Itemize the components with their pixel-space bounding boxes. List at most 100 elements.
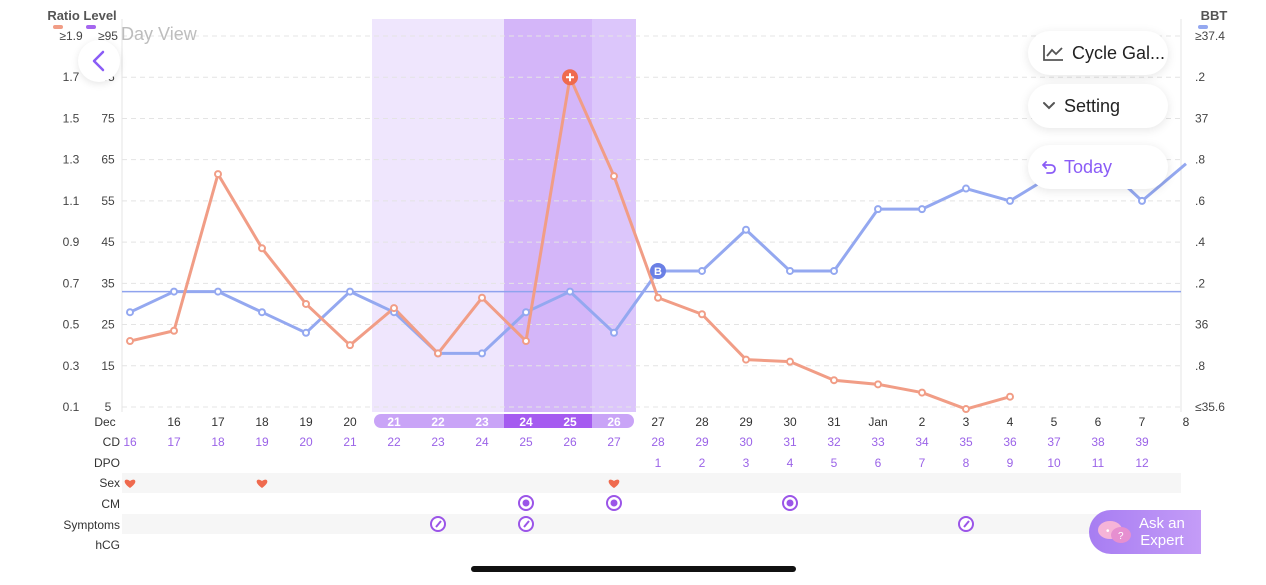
dpo-value: 10 (1047, 456, 1061, 470)
ratio-tick-label: 1.5 (63, 111, 80, 125)
row-label-cm: CM (101, 497, 120, 511)
date-label: 25 (563, 415, 577, 429)
symptom-icon-mark (523, 520, 530, 528)
ratio-point (214, 170, 222, 179)
ratio-point (874, 380, 882, 389)
ratio-point (698, 310, 706, 319)
cd-value: 37 (1047, 435, 1061, 449)
date-label: 21 (387, 415, 401, 429)
dpo-value: 5 (831, 456, 838, 470)
dpo-value: 12 (1135, 456, 1149, 470)
ratio-tick-label: 0.3 (63, 359, 80, 373)
bbt-point (830, 266, 838, 275)
svg-text:•: • (1106, 526, 1110, 537)
cd-value: 22 (387, 435, 401, 449)
setting-button[interactable]: Setting (1028, 84, 1168, 128)
cd-value: 38 (1091, 435, 1105, 449)
dpo-value: 2 (699, 456, 706, 470)
ratio-point (478, 293, 486, 302)
bbt-point (742, 225, 750, 234)
ratio-point (654, 293, 662, 302)
date-label: 26 (607, 415, 621, 429)
cd-value: 17 (167, 435, 181, 449)
bbt-tick-label: .2 (1195, 276, 1205, 290)
cd-value: 39 (1135, 435, 1149, 449)
cd-value: 28 (651, 435, 665, 449)
bbt-point (302, 328, 310, 337)
ratio-point (742, 355, 750, 364)
ratio-legend-swatch (53, 25, 63, 29)
bbt-point (698, 266, 706, 275)
bbt-point (478, 349, 486, 358)
bbt-tick-label: ≥37.4 (1195, 29, 1225, 43)
back-button[interactable] (78, 40, 120, 82)
bbt-point (346, 287, 354, 296)
cd-value: 26 (563, 435, 577, 449)
date-label: 17 (211, 415, 225, 429)
today-button[interactable]: Today (1028, 145, 1168, 189)
date-label: 20 (343, 415, 357, 429)
row-label-cd: CD (103, 435, 121, 449)
cd-value: 21 (343, 435, 357, 449)
bbt-legend-swatch (1198, 25, 1208, 29)
ratio-point (126, 337, 134, 346)
chevron-down-icon (1043, 102, 1055, 110)
ratio-point (610, 172, 618, 181)
level-legend-swatch (86, 25, 96, 29)
left-axis-title: Ratio Level (47, 8, 116, 23)
cd-value: 18 (211, 435, 225, 449)
cd-value: 35 (959, 435, 973, 449)
cd-value: 36 (1003, 435, 1017, 449)
cd-value: 19 (255, 435, 269, 449)
row-label-symptoms: Symptoms (63, 518, 120, 532)
level-tick-label: ≥95 (98, 29, 118, 43)
ratio-point (1006, 392, 1014, 401)
bbt-point (874, 205, 882, 214)
svg-text:?: ? (1118, 531, 1124, 542)
date-label: 5 (1051, 415, 1058, 429)
bbt-point (566, 287, 574, 296)
cd-value: 34 (915, 435, 929, 449)
bbt-point (170, 287, 178, 296)
day-view-label[interactable]: Day View (121, 24, 197, 44)
date-label: 7 (1139, 415, 1146, 429)
dpo-value: 6 (875, 456, 882, 470)
bbt-marker (650, 262, 666, 279)
ratio-tick-label: 1.7 (63, 70, 80, 84)
sex-row-bg (122, 473, 1181, 493)
bbt-tick-label: .8 (1195, 153, 1205, 167)
symptoms-row-bg (122, 514, 1181, 534)
ratio-tick-label: 0.1 (63, 400, 80, 414)
bbt-tick-label: .8 (1195, 359, 1205, 373)
level-tick-label: 65 (101, 153, 115, 167)
date-label: 3 (963, 415, 970, 429)
ask-expert-line1: Ask an (1139, 515, 1185, 532)
right-axis-title: BBT (1201, 8, 1228, 23)
return-icon (1042, 161, 1056, 174)
cd-value: 24 (475, 435, 489, 449)
bbt-tick-label: .6 (1195, 194, 1205, 208)
dpo-value: 11 (1092, 456, 1105, 470)
ratio-point (962, 405, 970, 414)
level-tick-label: 35 (101, 276, 115, 290)
cycle-gallery-button[interactable]: Cycle Gal... (1028, 31, 1168, 75)
bbt-tick-label: ≤35.6 (1195, 400, 1225, 414)
bbt-tick-label: .2 (1195, 70, 1205, 84)
date-label: 29 (739, 415, 753, 429)
ratio-tick-label: ≥1.9 (59, 29, 83, 43)
peak-marker-plus (566, 73, 574, 82)
ask-expert-button[interactable]: • ? Ask an Expert (1089, 510, 1201, 554)
cd-value: 32 (827, 435, 841, 449)
bbt-point (918, 205, 926, 214)
bbt-point (214, 287, 222, 296)
home-indicator (471, 566, 796, 572)
setting-label: Setting (1064, 95, 1121, 116)
bbt-point (1006, 196, 1014, 205)
row-label-hcg: hCG (95, 538, 120, 552)
ratio-point (434, 349, 442, 358)
symptom-icon-mark (963, 520, 970, 528)
date-label: 4 (1007, 415, 1014, 429)
heart-icon (608, 479, 620, 488)
symptom-icon-mark (435, 520, 442, 528)
date-label: 18 (255, 415, 269, 429)
